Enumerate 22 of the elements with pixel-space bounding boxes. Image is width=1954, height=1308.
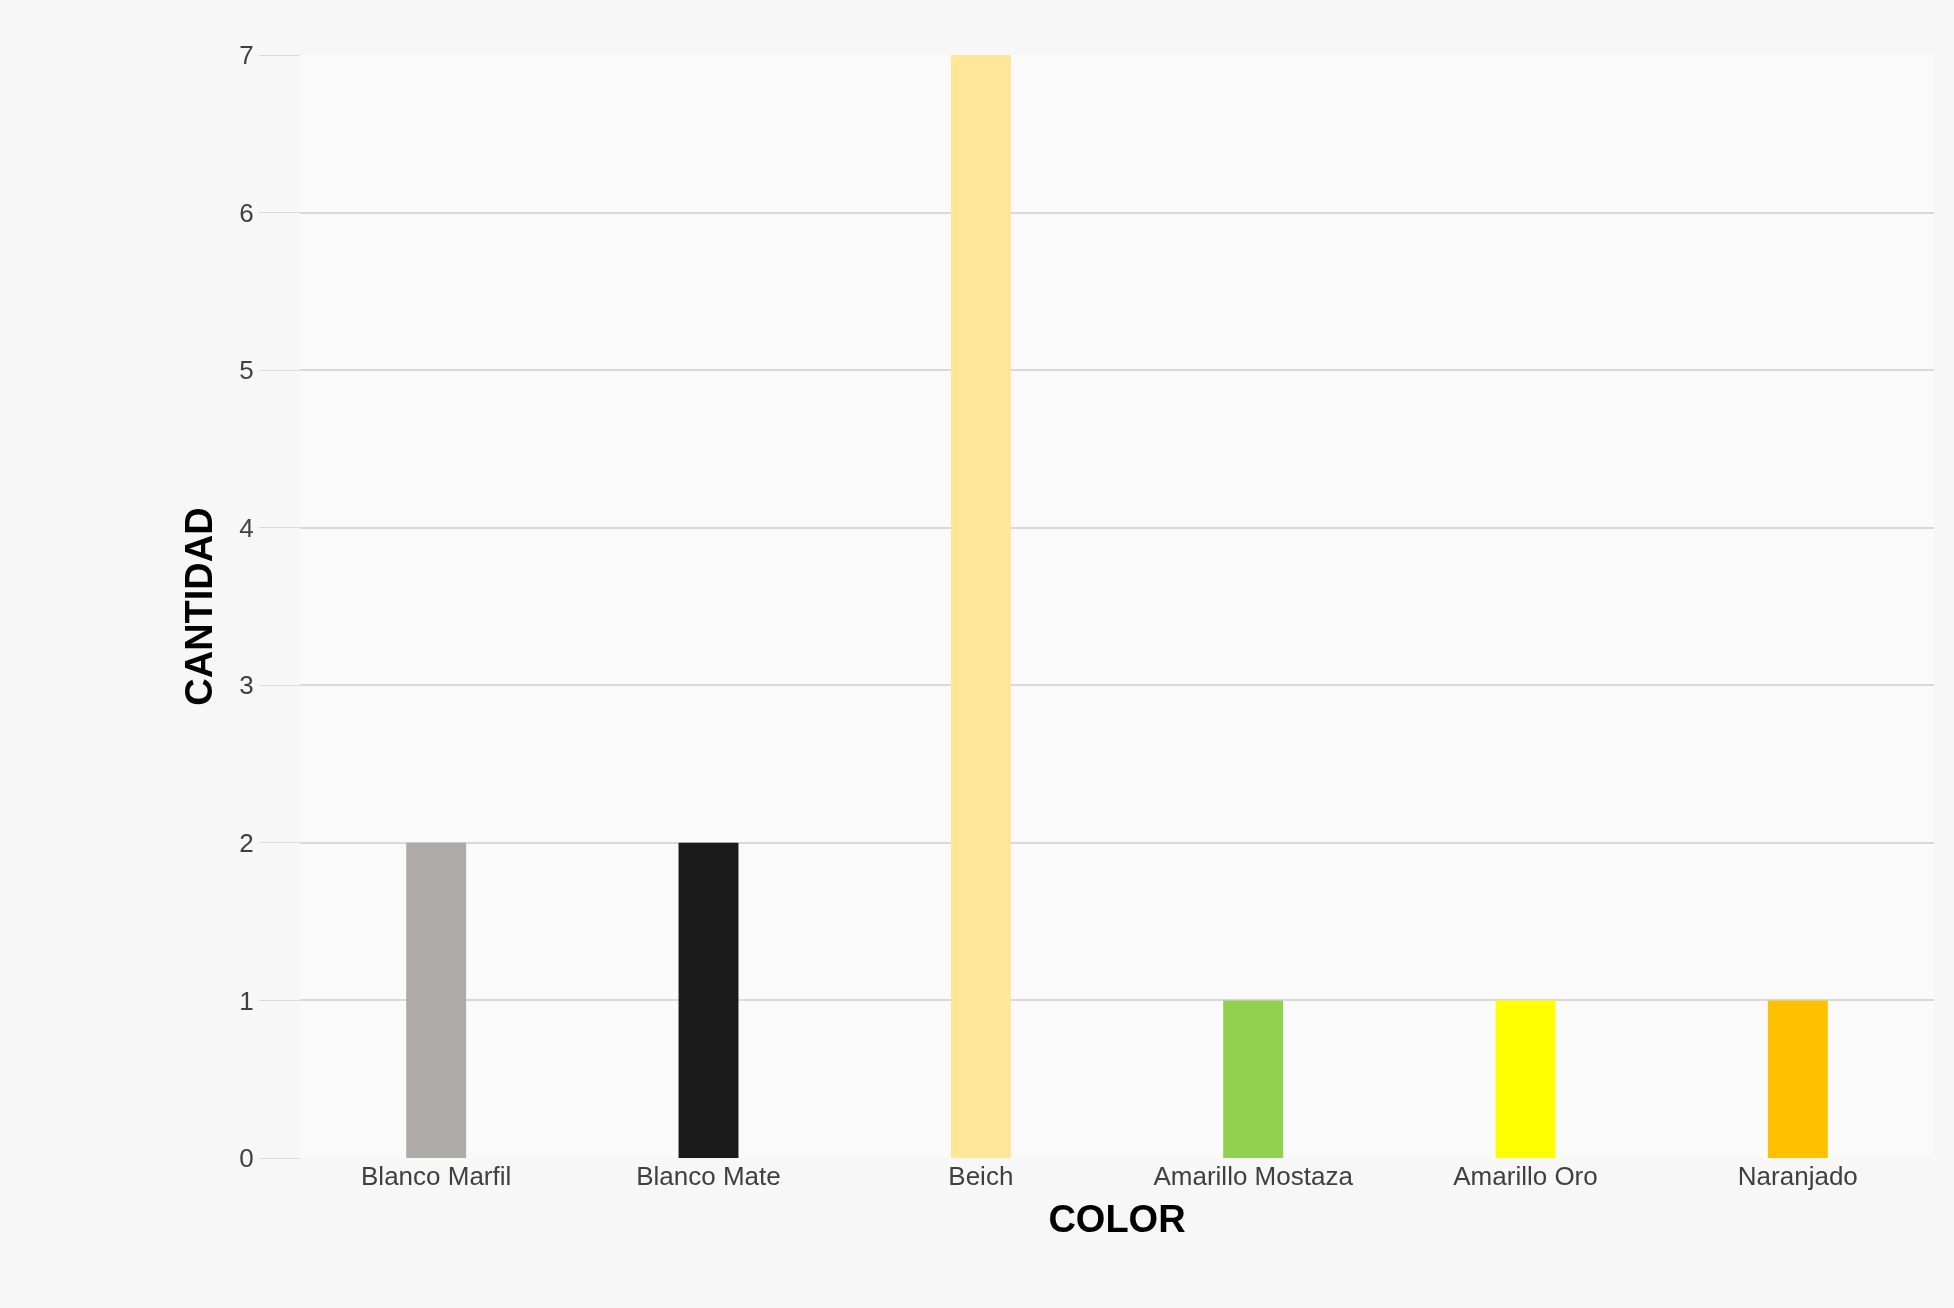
bar [678,842,739,1158]
x-tick-label: Amarillo Oro [1453,1161,1598,1191]
x-tick-label: Naranjado [1737,1161,1858,1191]
y-tick-label: 5 [239,355,254,386]
y-tick-label: 7 [239,40,254,71]
y-tick-label: 1 [239,985,254,1016]
x-tick-label: Beich [948,1161,1014,1191]
x-axis-title: COLOR [1048,1198,1186,1241]
y-axis-title: CANTIDAD [177,507,220,706]
bar [406,842,467,1158]
bar [950,55,1011,1158]
y-tick-label: 0 [239,1143,254,1174]
x-tick-label: Blanco Mate [636,1161,781,1191]
x-tick-label: Amarillo Mostaza [1153,1161,1354,1191]
y-tick-label: 3 [239,670,254,701]
bar [1495,1000,1556,1158]
y-tick-label: 2 [239,827,254,858]
y-tick-label: 6 [239,197,254,228]
x-tick-label: Blanco Marfil [361,1161,512,1191]
bar [1767,1000,1828,1158]
bar [1223,1000,1284,1158]
y-tick-label: 4 [239,512,254,543]
